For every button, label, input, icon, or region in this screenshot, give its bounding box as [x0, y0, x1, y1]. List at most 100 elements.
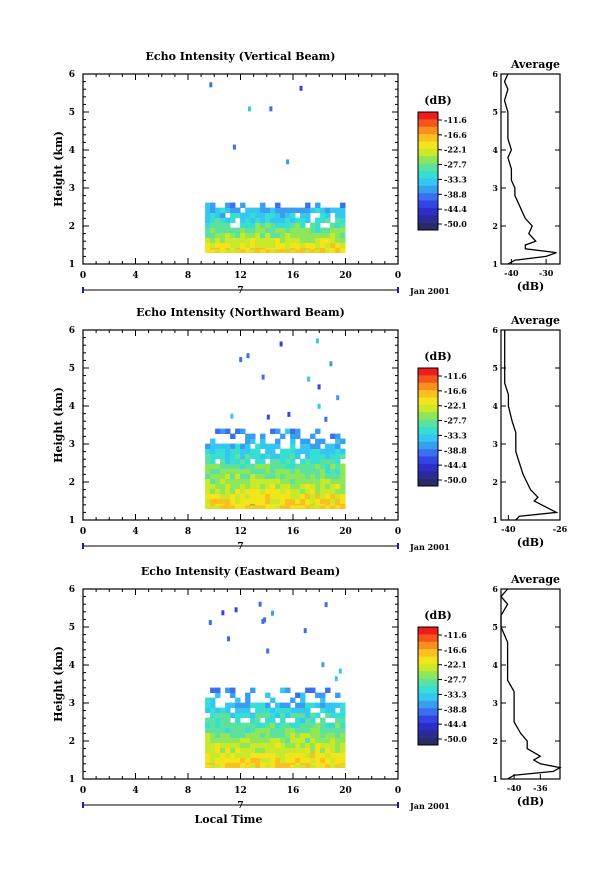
heatmap-cell: [285, 463, 291, 469]
heatmap-cell: [315, 473, 321, 479]
average-profile-line: [500, 588, 562, 780]
avg-x-tick-label: -30: [539, 268, 554, 278]
heatmap-cell: [265, 732, 271, 738]
heatmap-cell: [330, 493, 336, 499]
colorbar-swatch: [418, 397, 438, 406]
heatmap-cell: [250, 722, 256, 728]
heatmap-cell: [335, 448, 341, 454]
heatmap-cell: [320, 742, 326, 748]
heatmap-cell: [225, 428, 231, 434]
heatmap-cell: [230, 453, 236, 459]
heatmap-cell: [285, 217, 291, 223]
heatmap-cell: [220, 757, 226, 763]
heatmap-cell: [280, 232, 286, 238]
heatmap-cell: [295, 232, 301, 238]
heatmap-cell: [317, 403, 321, 409]
heatmap-cell: [205, 764, 211, 768]
heatmap-cell: [325, 207, 331, 213]
heatmap-cell: [285, 687, 291, 693]
colorbar-swatch: [418, 434, 438, 443]
avg-y-tick-label: 5: [492, 363, 498, 373]
heatmap-cell: [255, 232, 261, 238]
heatmap-cell: [305, 498, 311, 504]
heatmap-cell: [205, 498, 211, 504]
heatmap-cell: [225, 747, 231, 753]
heatmap-cell: [225, 458, 231, 464]
heatmap-cell: [300, 227, 306, 233]
heatmap-cell: [340, 222, 346, 228]
heatmap-cell: [290, 732, 296, 738]
heatmap-cell: [335, 217, 341, 223]
heatmap-cell: [310, 242, 316, 248]
heatmap-cell: [255, 702, 261, 708]
heatmap-cell: [255, 747, 261, 753]
heatmap-cell: [255, 249, 261, 253]
colorbar-swatch: [418, 119, 438, 128]
x-tick-label: 20: [339, 527, 352, 537]
heatmap-cell: [335, 483, 341, 489]
heatmap-cell: [265, 742, 271, 748]
heatmap-cell: [295, 242, 301, 248]
colorbar-tick-label: -11.6: [444, 115, 467, 125]
heatmap-cell: [265, 737, 271, 743]
heatmap-cell: [280, 212, 286, 218]
heatmap-cell: [225, 217, 231, 223]
heatmap-cell: [210, 742, 216, 748]
heatmap-cell: [275, 742, 281, 748]
heatmap-cell: [280, 433, 286, 439]
heatmap-cell: [250, 207, 256, 213]
heatmap-cell: [215, 707, 221, 713]
x-tick-label: 12: [234, 271, 247, 281]
heatmap-cell: [340, 488, 346, 494]
heatmap-cell: [285, 505, 291, 509]
heatmap-cell: [275, 747, 281, 753]
heatmap-cell: [290, 697, 296, 703]
heatmap-cell: [320, 692, 326, 698]
heatmap-cell: [255, 752, 261, 758]
heatmap-cell: [265, 443, 271, 449]
heatmap-cells: [205, 601, 346, 768]
heatmap-cell: [235, 702, 241, 708]
heatmap-cell: [295, 752, 301, 758]
heatmap-cell: [208, 620, 212, 626]
heatmap-cell: [248, 106, 251, 112]
heatmap-cell: [310, 468, 316, 474]
heatmap-cell: [270, 764, 276, 768]
heatmap-cell: [245, 722, 251, 728]
colorbar-tick-label: -16.6: [444, 645, 467, 655]
heatmap-cell: [325, 473, 331, 479]
heatmap-cell: [295, 493, 301, 499]
colorbar-tick-label: -27.7: [444, 675, 467, 685]
heatmap-cell: [240, 764, 246, 768]
heatmap-cell: [240, 468, 246, 474]
heatmap-cell: [250, 212, 256, 218]
heatmap-cell: [220, 222, 226, 228]
average-title: Average: [510, 314, 560, 327]
heatmap-cell: [260, 202, 266, 208]
x-tick-label: 12: [234, 786, 247, 796]
heatmap-cell: [240, 493, 246, 499]
heatmap-cell: [335, 478, 341, 484]
heatmap-cell: [235, 493, 241, 499]
heatmap-cell: [215, 207, 221, 213]
heatmap-cell: [280, 488, 286, 494]
heatmap-cell: [280, 742, 286, 748]
heatmap-cell: [335, 443, 341, 449]
heatmap-cell: [320, 493, 326, 499]
y-tick-label: 4: [69, 402, 75, 412]
heatmap-cell: [315, 742, 321, 748]
heatmap-cell: [210, 217, 216, 223]
avg-y-tick-label: 6: [492, 325, 498, 335]
date-label: Jan 2001: [409, 542, 450, 552]
heatmap-cell: [320, 242, 326, 248]
colorbar-swatch: [418, 163, 438, 172]
heatmap-cell: [270, 212, 276, 218]
heatmap-cell: [315, 453, 321, 459]
heatmap-cell: [255, 757, 261, 763]
heatmap-cell: [320, 212, 326, 218]
heatmap-cell: [225, 232, 231, 238]
heatmap-cell: [310, 727, 316, 733]
colorbar-tick-label: -22.1: [444, 660, 467, 670]
heatmap-cell: [260, 712, 266, 718]
colorbar-swatch: [418, 708, 438, 716]
